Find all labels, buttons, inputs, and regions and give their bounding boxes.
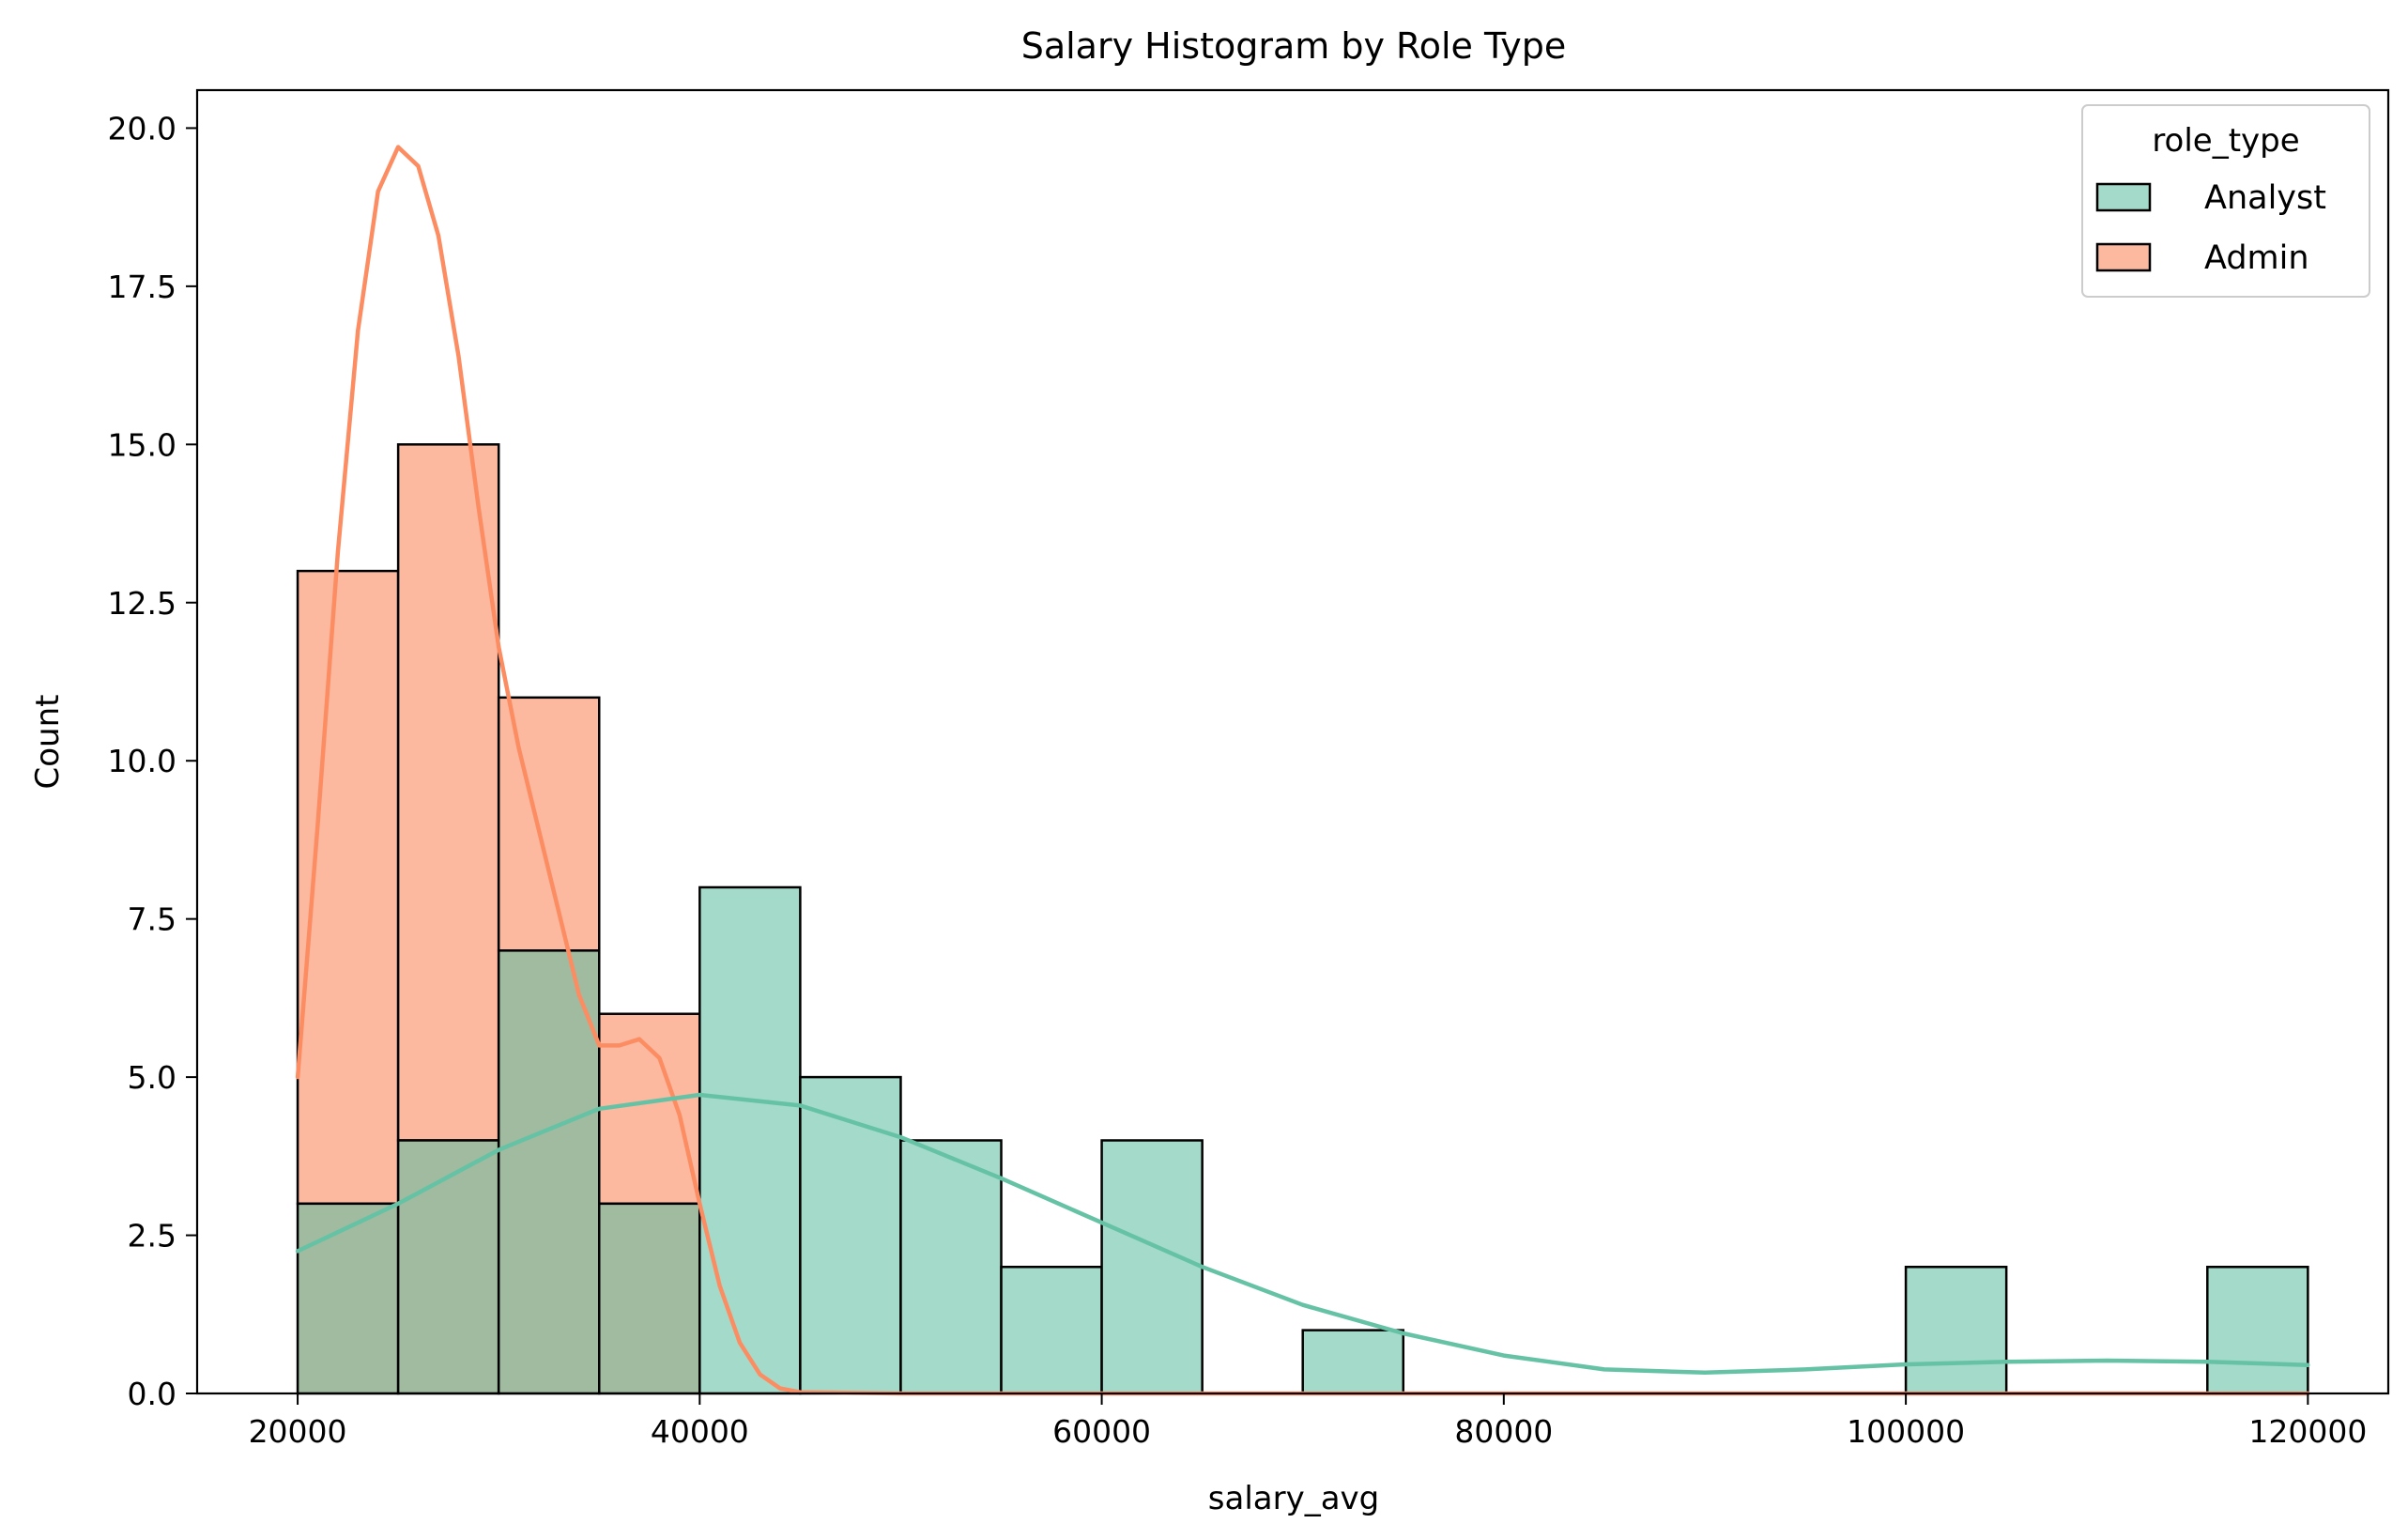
- x-tick-label: 100000: [1847, 1413, 1965, 1450]
- x-tick-label: 80000: [1454, 1413, 1553, 1450]
- legend-box: [2081, 104, 2370, 298]
- x-tick-label: 20000: [249, 1413, 347, 1450]
- bar-analyst-bin-3: [598, 1202, 701, 1395]
- bar-analyst-bin-8: [1100, 1139, 1204, 1395]
- y-tick-label: 12.5: [108, 585, 176, 622]
- bar-analyst-bin-16: [1904, 1265, 2008, 1395]
- y-axis-ticks: 0.0 2.5 5.0 7.5 10.0 12.5 15.0 17.5 20.0: [108, 110, 197, 1412]
- legend-swatch-analyst: [2095, 182, 2152, 212]
- bar-analyst-bin-0: [296, 1202, 400, 1395]
- legend-items: Analyst Admin: [2095, 179, 2326, 277]
- kde-line-analyst: [295, 1092, 2310, 1376]
- legend-swatch-admin: [2095, 242, 2152, 272]
- x-axis-ticks: 20000 40000 60000 80000 100000 120000: [249, 1393, 2367, 1450]
- bar-analyst-bin-5: [799, 1075, 902, 1395]
- bar-analyst-bin-19: [2206, 1265, 2309, 1395]
- bar-analyst-bin-2: [497, 949, 601, 1395]
- bar-analyst-bin-10: [1301, 1329, 1405, 1395]
- y-tick-label: 0.0: [128, 1376, 176, 1412]
- chart-title: Salary Histogram by Role Type: [1021, 25, 1567, 67]
- bar-admin-bin-2: [497, 696, 601, 952]
- bar-analyst-bin-6: [899, 1139, 1003, 1395]
- x-tick-label: 120000: [2248, 1413, 2367, 1450]
- legend-label-analyst: Analyst: [2204, 179, 2326, 217]
- legend: role_type Analyst Admin: [2081, 104, 2370, 298]
- y-tick-label: 5.0: [128, 1059, 176, 1096]
- legend-label-admin: Admin: [2204, 239, 2309, 277]
- y-axis-label: Count: [29, 695, 67, 790]
- y-tick-label: 2.5: [128, 1218, 176, 1254]
- y-tick-label: 17.5: [108, 269, 176, 305]
- bar-admin-bin-1: [396, 443, 500, 1142]
- y-tick-label: 15.0: [108, 426, 176, 463]
- x-tick-label: 40000: [651, 1413, 749, 1450]
- y-tick-label: 7.5: [128, 901, 176, 938]
- plot-frame: [195, 88, 2390, 1395]
- x-axis-label: salary_avg: [1208, 1480, 1379, 1517]
- kde-line-admin: [295, 145, 2310, 1396]
- y-tick-label: 10.0: [108, 743, 176, 779]
- bar-analyst-bin-4: [698, 885, 802, 1395]
- y-tick-label: 20.0: [108, 110, 176, 146]
- x-tick-label: 60000: [1052, 1413, 1151, 1450]
- kde-layer: [295, 145, 2310, 1396]
- bars-layer: [296, 443, 2309, 1395]
- legend-title: role_type: [2152, 122, 2299, 160]
- bar-analyst-bin-7: [1000, 1265, 1103, 1395]
